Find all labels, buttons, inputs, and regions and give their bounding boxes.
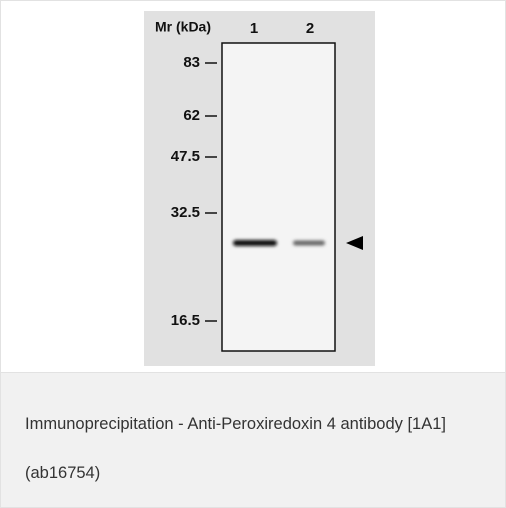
caption: Immunoprecipitation - Anti-Peroxiredoxin… [25, 400, 490, 498]
marker-label: 62 [183, 107, 200, 124]
marker-label: 16.5 [171, 312, 200, 329]
western-blot: Mr (kDa) 1 2 83 62 47.5 32.5 16.5 [1, 1, 505, 372]
caption-box: Immunoprecipitation - Anti-Peroxiredoxin… [1, 372, 505, 508]
band [233, 240, 277, 246]
product-image-card: Mr (kDa) 1 2 83 62 47.5 32.5 16.5 Immunopreci… [0, 0, 506, 508]
image-area: Mr (kDa) 1 2 83 62 47.5 32.5 16.5 [1, 1, 505, 372]
band [293, 241, 325, 246]
lane-label: 1 [250, 20, 258, 37]
axis-label: Mr (kDa) [155, 19, 211, 35]
membrane [222, 43, 335, 351]
marker-label: 32.5 [171, 204, 200, 221]
marker-label: 47.5 [171, 148, 200, 165]
marker-label: 83 [183, 54, 200, 71]
lane-label: 2 [306, 20, 314, 37]
